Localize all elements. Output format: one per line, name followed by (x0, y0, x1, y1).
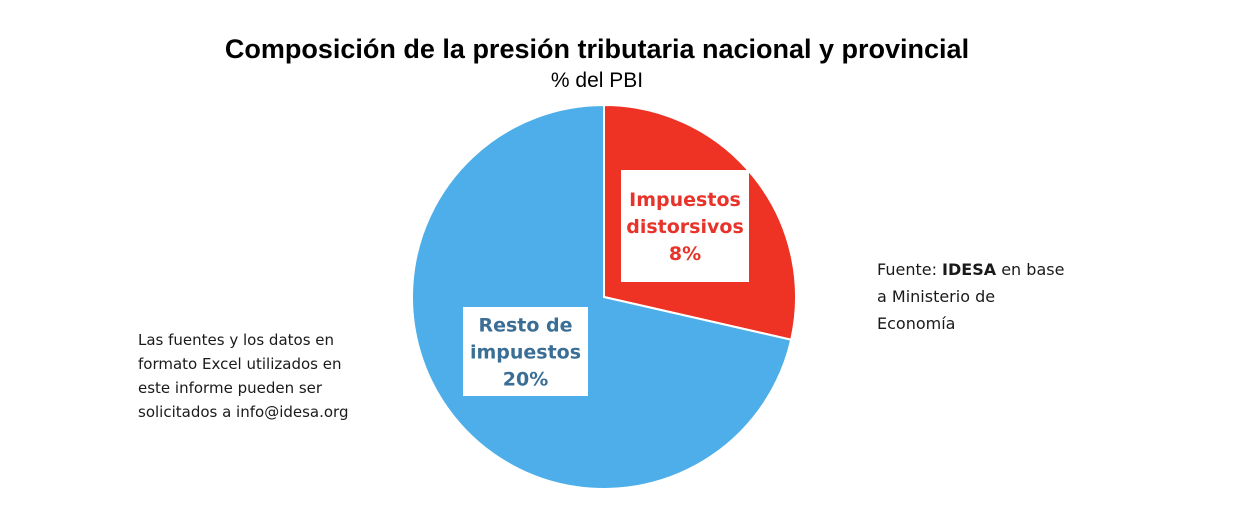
slice-label-box-1 (621, 170, 749, 282)
source-suffix: en base a Ministerio de Economía (877, 260, 1065, 333)
source-note: Fuente: IDESA en base a Ministerio de Ec… (877, 256, 1077, 337)
source-brand: IDESA (942, 260, 997, 279)
slice-label-box-2 (463, 307, 588, 396)
data-availability-note: Las fuentes y los datos en formato Excel… (138, 331, 349, 421)
slice-label-1: Impuestos distorsivos 8% (621, 170, 749, 282)
slice-label-line: Impuestos (629, 189, 741, 211)
slice-label-line: distorsivos (626, 216, 744, 238)
slice-label-line: impuestos (470, 342, 581, 364)
slice-label-2: Resto de impuestos 20% (463, 307, 588, 396)
chart-title: Composición de la presión tributaria nac… (224, 34, 970, 64)
slice-label-line: 8% (669, 243, 701, 265)
slice-label-line: 20% (503, 369, 548, 391)
source-prefix: Fuente: (877, 260, 943, 279)
slice-label-line: Resto de (478, 315, 572, 337)
chart-subtitle: % del PBI (550, 69, 644, 92)
